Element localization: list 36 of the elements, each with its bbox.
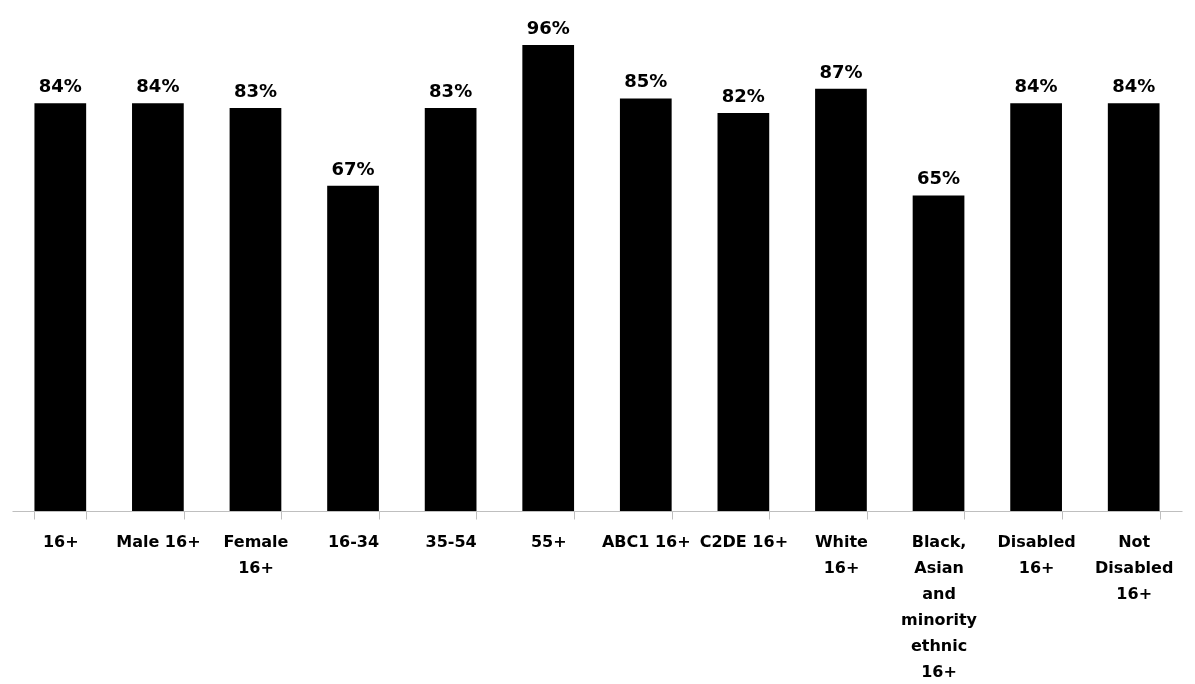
x-tick-label: 16+	[42, 531, 79, 551]
x-tick-label: White 16+	[814, 531, 869, 577]
x-tick-label: 35-54	[425, 531, 477, 551]
bar	[229, 108, 282, 511]
bar	[619, 98, 672, 511]
bar	[815, 88, 867, 511]
x-tick-label: ABC1 16+	[601, 531, 691, 551]
data-label: 83%	[429, 80, 473, 102]
bar	[1010, 103, 1062, 511]
bar	[327, 185, 379, 511]
data-label: 96%	[526, 17, 570, 38]
x-tick-label: C2DE 16+	[699, 531, 789, 551]
data-label: 67%	[331, 157, 375, 179]
data-label: 84%	[136, 75, 180, 97]
bar	[1107, 103, 1160, 511]
bar	[424, 108, 477, 511]
bar	[522, 45, 575, 511]
x-tick-label: Black, Asian and minority ethnic 16+	[901, 531, 978, 681]
x-tick-label: 55+	[530, 531, 567, 551]
x-tick-label: 16-34	[327, 531, 380, 551]
data-label: 65%	[916, 167, 961, 189]
x-tick-label: Male 16+	[116, 531, 201, 551]
data-label: 84%	[1014, 75, 1058, 97]
bar	[132, 103, 184, 511]
data-label: 83%	[233, 80, 278, 102]
data-label: 82%	[721, 84, 765, 106]
bar	[912, 195, 965, 511]
data-label: 84%	[38, 75, 82, 97]
data-label: 84%	[1112, 75, 1156, 97]
x-tick-label: Not Disabled 16+	[1095, 531, 1174, 603]
bar	[34, 103, 87, 511]
x-tick-label: Disabled 16+	[997, 531, 1076, 577]
bar	[717, 112, 770, 511]
data-label: 87%	[819, 60, 863, 82]
data-label: 85%	[624, 70, 668, 92]
x-tick-label: Female 16+	[223, 531, 289, 577]
